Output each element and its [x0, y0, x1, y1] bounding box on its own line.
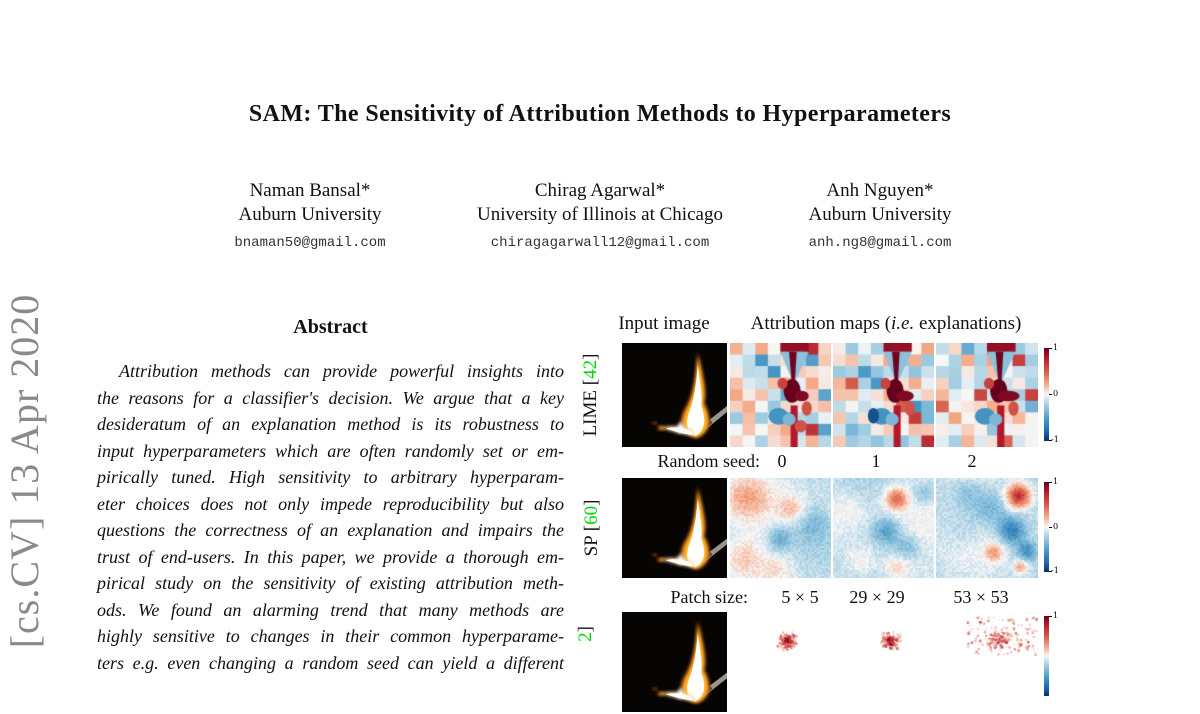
- colorbar-tick: [1049, 527, 1052, 528]
- param-value: 0: [777, 451, 787, 471]
- method-label-partial: 2]: [575, 626, 596, 642]
- figure-header-maps: Attribution maps (i.e. explanations): [750, 313, 1022, 334]
- param-value: 53 × 53: [953, 587, 1009, 607]
- author-name: Anh Nguyen*: [826, 180, 934, 201]
- author-affiliation: Auburn University: [808, 204, 952, 225]
- author-block-2: Chirag Agarwal* University of Illinois a…: [477, 179, 723, 251]
- param-value: 1: [871, 451, 881, 471]
- colorbar: [1044, 616, 1049, 696]
- author-email: chiragagarwall12@gmail.com: [490, 235, 710, 251]
- colorbar: [1044, 482, 1049, 572]
- arxiv-stamp: [cs.CV] 13 Apr 2020: [2, 293, 47, 649]
- abstract-line: the reasons for a classifier's decision.…: [97, 387, 564, 408]
- input-image-flame: [622, 343, 727, 447]
- abstract-line: Attribution methods can provide powerful…: [119, 361, 564, 381]
- attribution-map: [936, 612, 1038, 656]
- input-image-flame: [622, 478, 727, 578]
- abstract-line: trust of end-users. In this paper, we pr…: [97, 546, 564, 567]
- param-value: 5 × 5: [781, 587, 819, 607]
- param-value: 2: [967, 451, 977, 471]
- abstract-line: pirical study on the sensitivity of exis…: [97, 573, 564, 593]
- abstract-line: ods. We found an alarming trend that man…: [97, 599, 564, 620]
- attribution-map: [833, 478, 934, 578]
- paper-title: SAM: The Sensitivity of Attribution Meth…: [248, 101, 952, 127]
- abstract-line: pirically tuned. High sensitivity to arb…: [97, 467, 564, 487]
- colorbar-label-max: 1: [1053, 477, 1059, 486]
- abstract-body: Attribution methods can provide powerful…: [97, 358, 564, 676]
- colorbar-label-max: 1: [1053, 611, 1059, 620]
- colorbar-label-min: -1: [1051, 566, 1059, 575]
- abstract-line: input hyperparameters which are often ra…: [97, 440, 564, 461]
- abstract-line: questions the correctness of an explanat…: [97, 520, 564, 540]
- colorbar-label-max: 1: [1053, 343, 1059, 352]
- author-name: Naman Bansal*: [249, 180, 371, 201]
- colorbar-tick: [1049, 394, 1052, 395]
- abstract-line: desideratum of an explanation method is …: [97, 414, 564, 434]
- author-name: Chirag Agarwal*: [534, 180, 666, 201]
- attribution-map: [833, 343, 934, 447]
- colorbar-label-min: -1: [1051, 435, 1059, 444]
- param-value: 29 × 29: [849, 587, 905, 607]
- colorbar-tick: [1049, 482, 1052, 483]
- colorbar-tick: [1049, 616, 1052, 617]
- abstract-line: highly sensitive to changes in their com…: [97, 626, 564, 646]
- colorbar-tick: [1049, 440, 1052, 441]
- param-label-patch-size: Patch size:: [670, 587, 748, 607]
- paper-page: { "stamp": "[cs.CV] 13 Apr 2020", "title…: [2, 101, 1059, 712]
- attribution-map: [833, 612, 934, 656]
- author-block-1: Naman Bansal* Auburn University bnaman50…: [234, 179, 385, 251]
- colorbar-label-mid: 0: [1053, 522, 1059, 531]
- colorbar-tick: [1049, 571, 1052, 572]
- attribution-map: [730, 478, 831, 578]
- attribution-map: [936, 343, 1038, 447]
- param-label-random-seed: Random seed:: [657, 451, 760, 471]
- abstract-line: ters e.g. even changing a random seed ca…: [97, 652, 564, 673]
- attribution-map: [730, 612, 831, 656]
- attribution-map: [936, 478, 1038, 578]
- attribution-map: [730, 343, 831, 447]
- author-affiliation: University of Illinois at Chicago: [477, 204, 723, 225]
- input-image-flame: [622, 612, 727, 712]
- author-block-3: Anh Nguyen* Auburn University anh.ng8@gm…: [808, 179, 951, 251]
- abstract-heading: Abstract: [293, 316, 368, 338]
- colorbar-tick: [1049, 348, 1052, 349]
- figure-header-input: Input image: [618, 313, 710, 334]
- author-email: bnaman50@gmail.com: [234, 235, 386, 251]
- author-email: anh.ng8@gmail.com: [808, 235, 952, 251]
- colorbar-label-mid: 0: [1053, 389, 1059, 398]
- author-affiliation: Auburn University: [238, 204, 382, 225]
- colorbar: [1044, 348, 1049, 441]
- abstract-line: eter choices does not only impede reprod…: [97, 493, 564, 514]
